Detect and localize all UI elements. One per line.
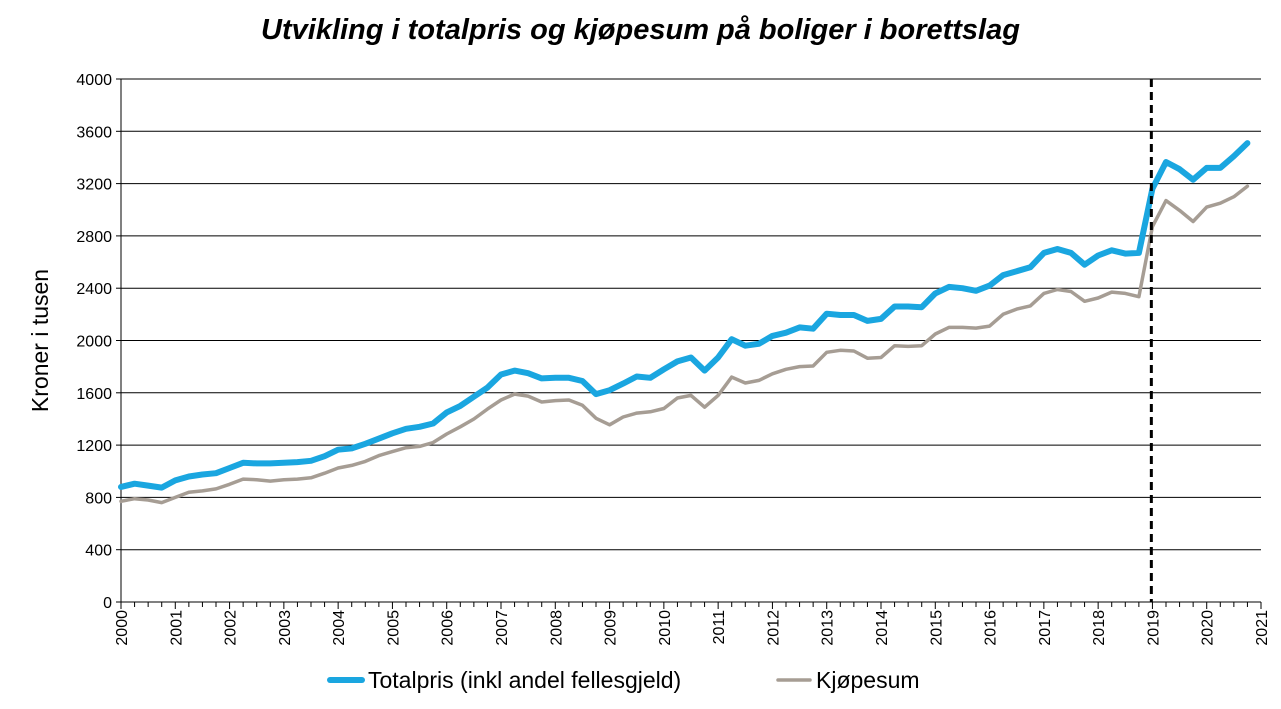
- x-tick-label: 2005: [385, 610, 402, 646]
- legend-label: Totalpris (inkl andel fellesgjeld): [368, 667, 681, 693]
- series-lines: [118, 140, 1251, 505]
- x-tick-label: 2002: [223, 610, 240, 646]
- legend-label: Kjøpesum: [816, 667, 920, 693]
- x-tick-label: 2010: [657, 610, 674, 646]
- y-tick-label: 4000: [76, 72, 112, 89]
- x-tick-label: 2006: [440, 610, 457, 646]
- legend-item-totalpris: Totalpris (inkl andel fellesgjeld): [327, 667, 681, 693]
- x-tick-label: 2011: [711, 610, 728, 645]
- x-tick-label: 2007: [494, 610, 511, 646]
- x-tick-label: 2008: [548, 610, 565, 646]
- x-tick-label: 2004: [331, 610, 348, 646]
- x-tick-label: 2021: [1254, 610, 1271, 646]
- y-tick-label: 800: [85, 490, 112, 507]
- x-tick-label: 2018: [1091, 610, 1108, 646]
- axes: 0 400 800 1200 1600 2000 2400 2800 3200 3600 4000 2…: [76, 72, 1271, 646]
- x-tick-label: 2013: [820, 610, 837, 646]
- x-tick-label: 2019: [1145, 610, 1162, 646]
- y-tick-label: 0: [103, 595, 112, 612]
- x-tick-label: 2001: [168, 610, 185, 646]
- series-line-kjopesum: [119, 184, 1250, 505]
- x-tick-label: 2003: [277, 610, 294, 646]
- x-tick-label: 2009: [603, 610, 620, 646]
- y-tick-label: 3600: [76, 124, 112, 141]
- x-tick-label: 2000: [114, 610, 131, 646]
- y-tick-label: 1600: [76, 386, 112, 403]
- series-line-totalpris: [118, 140, 1251, 491]
- x-tick-label: 2012: [765, 610, 782, 646]
- x-tick-label: 2017: [1037, 610, 1054, 646]
- y-tick-label: 400: [85, 543, 112, 560]
- x-tick-label: 2015: [928, 610, 945, 646]
- y-tick-label: 2400: [76, 281, 112, 298]
- y-tick-label: 3200: [76, 177, 112, 194]
- gridlines: [121, 78, 1261, 603]
- y-tick-label: 2000: [76, 334, 112, 351]
- chart-title: Utvikling i totalpris og kjøpesum på bol…: [261, 14, 1020, 46]
- legend-item-kjopesum: Kjøpesum: [776, 667, 920, 693]
- x-tick-label: 2014: [874, 610, 891, 646]
- y-tick-label: 1200: [76, 438, 112, 455]
- y-tick-label: 2800: [76, 229, 112, 246]
- y-axis-title: Kroner i tusen: [27, 269, 53, 412]
- legend: Totalpris (inkl andel fellesgjeld) Kjøpes…: [327, 667, 920, 693]
- x-tick-label: 2016: [983, 610, 1000, 646]
- x-tick-label: 2020: [1200, 610, 1217, 646]
